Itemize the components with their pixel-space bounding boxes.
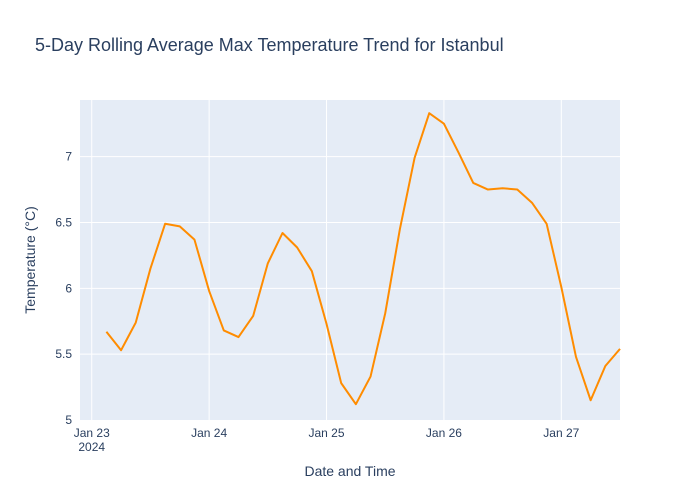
x-tick-year-label: 2024	[78, 440, 105, 454]
plot-background	[80, 100, 620, 420]
series-layer	[105, 112, 621, 406]
temperature-line	[105, 112, 621, 406]
y-axis-title: Temperature (°C)	[22, 206, 38, 314]
y-tick-label: 6.5	[55, 215, 72, 229]
x-tick-label: Jan 27	[543, 426, 579, 440]
y-tick-label: 5	[65, 413, 72, 427]
chart-title: 5-Day Rolling Average Max Temperature Tr…	[35, 35, 504, 55]
y-axis-ticks: 5 5.5 6 6.5 7	[55, 150, 72, 427]
x-axis-title: Date and Time	[304, 463, 395, 479]
y-tick-label: 6	[65, 281, 72, 295]
y-tick-label: 5.5	[55, 347, 72, 361]
x-tick-label: Jan 24	[191, 426, 227, 440]
x-tick-label: Jan 26	[426, 426, 462, 440]
x-tick-label: Jan 23	[74, 426, 110, 440]
y-tick-label: 7	[65, 150, 72, 164]
x-tick-label: Jan 25	[309, 426, 345, 440]
grid	[80, 100, 620, 420]
